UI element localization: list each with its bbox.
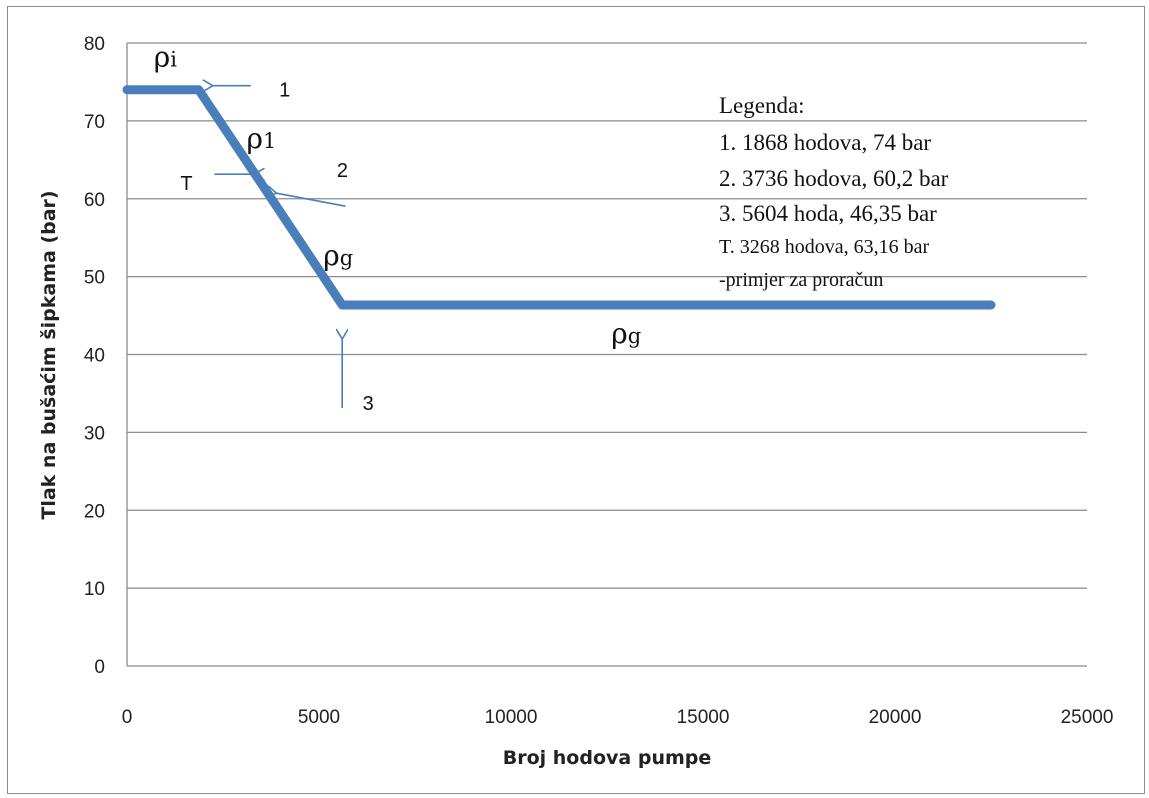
legend-item-note: -primjer za proračun [719,269,883,291]
legend-item-1: 1. 1868 hodova, 74 bar [719,130,931,155]
y-tick-label: 50 [84,268,105,289]
y-tick-label: 40 [84,346,105,367]
legend-box: Legenda: 1. 1868 hodova, 74 bar 2. 3736 … [719,93,949,291]
y-axis-title: Tlak na bušaćim šipkama (bar) [38,190,60,519]
y-tick-label: 30 [84,423,105,444]
marker-label: 1 [279,80,290,102]
density-label: ρg [323,239,353,272]
legend-title: Legenda: [719,93,805,118]
y-tick-label: 70 [84,112,105,133]
y-tick-label: 0 [94,657,105,678]
x-tick-label: 5000 [298,707,340,728]
x-axis-title: Broj hodova pumpe [503,747,712,769]
marker-label: 3 [363,393,374,415]
y-tick-label: 20 [84,501,105,522]
marker-arrow [276,193,346,207]
x-tick-label: 15000 [677,707,730,728]
legend-item-3: 3. 5604 hoda, 46,35 bar [719,201,937,226]
marker-label: T [180,173,192,195]
density-label: ρi [154,40,177,73]
x-tick-label: 10000 [485,707,538,728]
marker-label: 2 [337,160,348,182]
legend-item-t: T. 3268 hodova, 63,16 bar [719,236,929,258]
chart-frame [7,6,1145,794]
axes: 0 10 20 30 40 50 60 70 80 0 5000 10000 15000 20000 250… [84,34,1114,728]
y-tick-label: 10 [84,579,105,600]
x-tick-label: 0 [122,707,133,728]
x-tick-label: 25000 [1061,707,1114,728]
annotations: ρi ρ1 ρg ρg 1 2 3 T [154,40,641,415]
y-tick-label: 60 [84,190,105,211]
legend-item-2: 2. 3736 hodova, 60,2 bar [719,166,949,191]
grid-lines [127,42,1087,589]
density-label: ρg [611,317,641,350]
x-tick-label: 20000 [869,707,922,728]
density-label: ρ1 [246,122,276,155]
y-tick-label: 80 [84,34,105,55]
